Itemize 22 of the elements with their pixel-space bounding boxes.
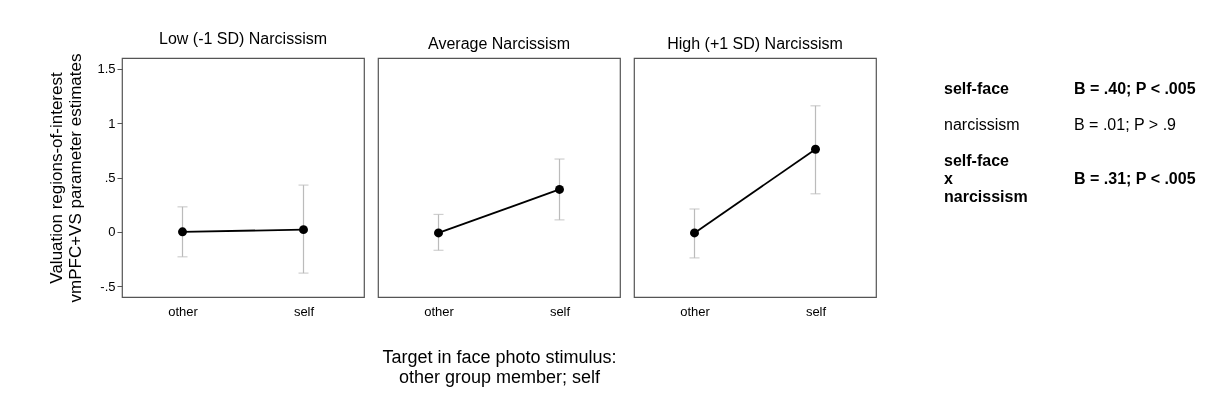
x-tick-label: other (680, 303, 711, 319)
x-tick-label: other (424, 303, 455, 319)
text: B = .01; P > .9 (1073, 116, 1177, 134)
x-tick-label: other (168, 303, 199, 319)
text: self-face x narcissism (944, 152, 1029, 206)
y-tick-label: 1.5 (97, 61, 116, 77)
y-tick-label: 1 (108, 115, 116, 131)
chart-title: Low (-1 SD) Narcissism (158, 30, 328, 48)
y-axis-title: Valuation regions-of-interest vmPFC+VS parameter estimates (47, 53, 86, 303)
text: self-face (944, 80, 1010, 98)
y-tick-label: .5 (104, 170, 116, 185)
chart-title: Average Narcissism (428, 35, 570, 52)
chart-title: High (+1 SD) Narcissism (667, 35, 843, 52)
x-tick-label: self (293, 303, 315, 319)
x-tick-label: self (549, 303, 571, 319)
x-axis-title: Target in face photo stimulus: other group member; self (382, 346, 617, 387)
text: B = .31; P < .005 (1073, 170, 1196, 188)
y-tick-label: 0 (108, 224, 116, 240)
y-tick-label: -.5 (100, 278, 116, 294)
x-tick-label: self (805, 303, 827, 319)
text: narcissism (944, 116, 1021, 134)
text: B = .40; P < .005 (1073, 80, 1196, 98)
